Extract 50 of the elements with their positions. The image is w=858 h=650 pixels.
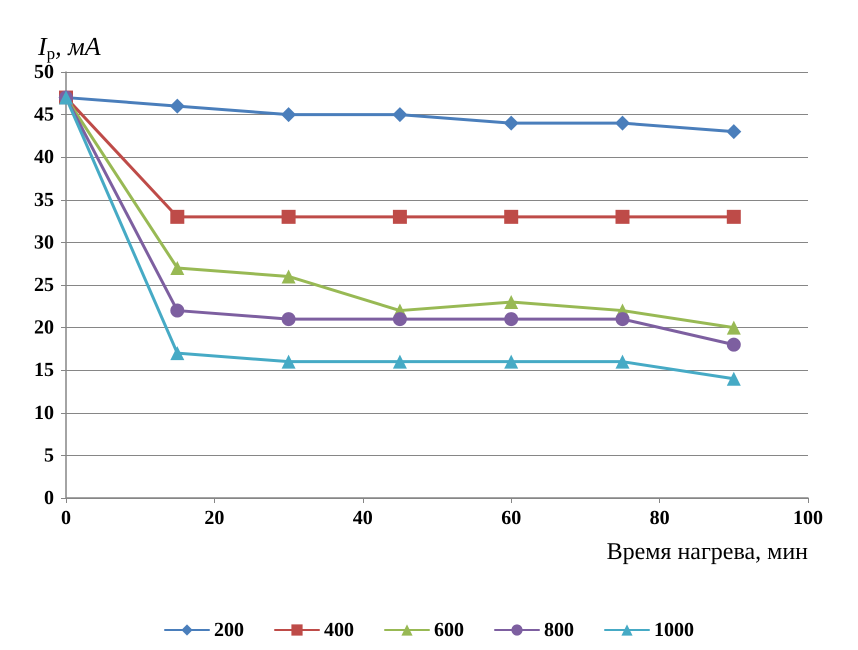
y-tick-label: 45 [34,104,54,126]
x-axis-title: Время нагрева, мин [606,539,808,565]
point [170,98,185,114]
y-tick-label: 20 [34,316,54,339]
x-tick-label: 40 [352,507,373,529]
point [281,107,296,122]
point [726,338,741,352]
point [504,354,518,369]
point [504,116,519,131]
x-tick-label: 100 [793,507,823,529]
point [616,312,630,326]
point [726,124,742,140]
y-tick-label: 25 [34,274,54,296]
point [282,269,296,284]
point [615,116,630,131]
y-tick-label: 0 [44,487,54,509]
legend-label: 400 [324,619,354,641]
point [504,210,518,224]
point [282,210,296,224]
point [282,312,296,326]
legend-label: 800 [544,619,574,641]
point [170,346,184,360]
point [726,372,741,386]
legend-label: 600 [434,619,464,641]
point [170,304,184,318]
point [392,107,408,122]
y-tick-label: 30 [34,231,54,254]
point [282,354,296,369]
point [170,260,184,275]
x-tick-label: 60 [501,507,522,529]
point [726,210,741,224]
point [616,354,630,369]
y-tick-label: 40 [34,146,54,168]
point [170,210,184,224]
point [726,320,741,335]
legend-label: 200 [214,619,244,641]
point [504,295,518,310]
point [392,312,407,326]
x-tick-label: 20 [204,507,224,529]
point [392,210,407,224]
y-tick-label: 5 [44,444,54,466]
y-tick-label: 15 [34,359,54,382]
x-tick-label: 80 [650,507,670,529]
legend-label: 1000 [654,619,694,641]
point [392,354,407,369]
point [504,312,518,326]
x-tick-label: 0 [61,507,71,529]
y-tick-label: 35 [34,188,54,211]
y-tick-label: 10 [34,402,54,424]
point [616,210,630,224]
